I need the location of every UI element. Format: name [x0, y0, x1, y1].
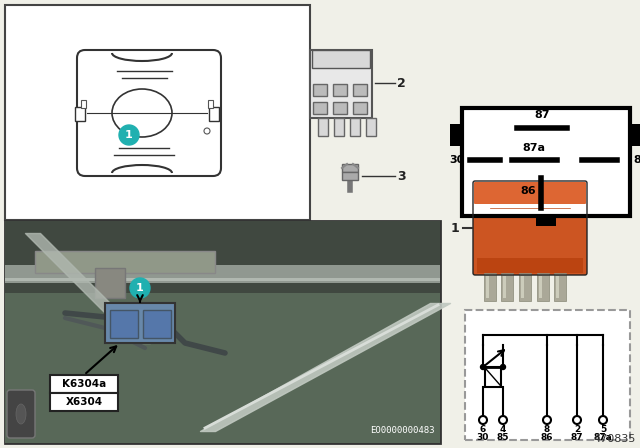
Bar [333, 84, 347, 96]
Bar [110, 310, 138, 338]
Text: 6: 6 [480, 425, 486, 434]
Bar [536, 216, 556, 226]
Bar [503, 276, 506, 298]
Circle shape [130, 278, 150, 298]
Bar [5, 221, 440, 443]
Bar [312, 50, 370, 68]
Bar [450, 124, 462, 146]
Text: 87a: 87a [522, 143, 545, 153]
Text: 30: 30 [477, 432, 489, 441]
FancyBboxPatch shape [473, 181, 587, 275]
Bar [353, 102, 367, 114]
Ellipse shape [16, 404, 26, 424]
Bar [5, 265, 440, 283]
Bar [486, 276, 489, 298]
Circle shape [543, 416, 551, 424]
Bar [484, 273, 496, 301]
Circle shape [499, 416, 507, 424]
Bar [537, 273, 549, 301]
Bar [5, 221, 440, 293]
Text: 30: 30 [450, 155, 465, 165]
Bar [50, 375, 118, 393]
Bar [477, 258, 583, 273]
Bar [465, 310, 630, 440]
Bar [519, 273, 531, 301]
Bar [342, 164, 358, 172]
Bar [462, 108, 630, 216]
Text: 5: 5 [600, 425, 606, 434]
Bar [50, 393, 118, 411]
Circle shape [573, 416, 581, 424]
Text: 2: 2 [397, 77, 406, 90]
Bar [208, 100, 213, 108]
Text: 2: 2 [574, 425, 580, 434]
Bar [105, 303, 175, 343]
Text: 85: 85 [633, 155, 640, 165]
FancyBboxPatch shape [474, 182, 586, 204]
Text: 85: 85 [497, 432, 509, 441]
Text: 8: 8 [544, 425, 550, 434]
Circle shape [119, 125, 139, 145]
Bar [333, 102, 347, 114]
Bar [554, 273, 566, 301]
Bar [342, 172, 358, 180]
Bar [334, 118, 344, 136]
Bar [143, 310, 171, 338]
Text: 87: 87 [534, 110, 550, 120]
Text: 1: 1 [125, 130, 133, 140]
Bar [5, 5, 310, 220]
Text: 1: 1 [136, 283, 144, 293]
Ellipse shape [112, 89, 172, 137]
Bar [81, 100, 86, 108]
Bar [521, 276, 524, 298]
Bar [313, 102, 327, 114]
Bar [501, 273, 513, 301]
Bar [485, 367, 501, 387]
Text: 1: 1 [451, 221, 459, 234]
Text: EO0000000483: EO0000000483 [371, 426, 435, 435]
Bar [5, 293, 440, 443]
Text: 86: 86 [520, 186, 536, 196]
Text: X6304: X6304 [65, 397, 102, 407]
Bar [366, 118, 376, 136]
Bar [350, 118, 360, 136]
Bar [353, 84, 367, 96]
Circle shape [479, 416, 487, 424]
FancyBboxPatch shape [77, 50, 221, 176]
Text: 87: 87 [571, 432, 583, 441]
Circle shape [204, 128, 210, 134]
Bar [539, 276, 542, 298]
Bar [209, 107, 219, 121]
Text: 470835: 470835 [594, 434, 636, 444]
Bar [75, 107, 85, 121]
Bar [95, 268, 125, 298]
Text: 87a: 87a [594, 432, 612, 441]
Text: 86: 86 [541, 432, 553, 441]
Text: K6304a: K6304a [62, 379, 106, 389]
Circle shape [481, 365, 486, 370]
Bar [318, 118, 328, 136]
Bar [630, 124, 640, 146]
Circle shape [500, 365, 506, 370]
Bar [310, 50, 372, 118]
Bar [313, 84, 327, 96]
FancyBboxPatch shape [7, 390, 35, 438]
Circle shape [599, 416, 607, 424]
Bar [5, 278, 440, 281]
Text: 3: 3 [397, 169, 406, 182]
Text: 4: 4 [500, 425, 506, 434]
Bar [35, 251, 215, 273]
Bar [556, 276, 559, 298]
